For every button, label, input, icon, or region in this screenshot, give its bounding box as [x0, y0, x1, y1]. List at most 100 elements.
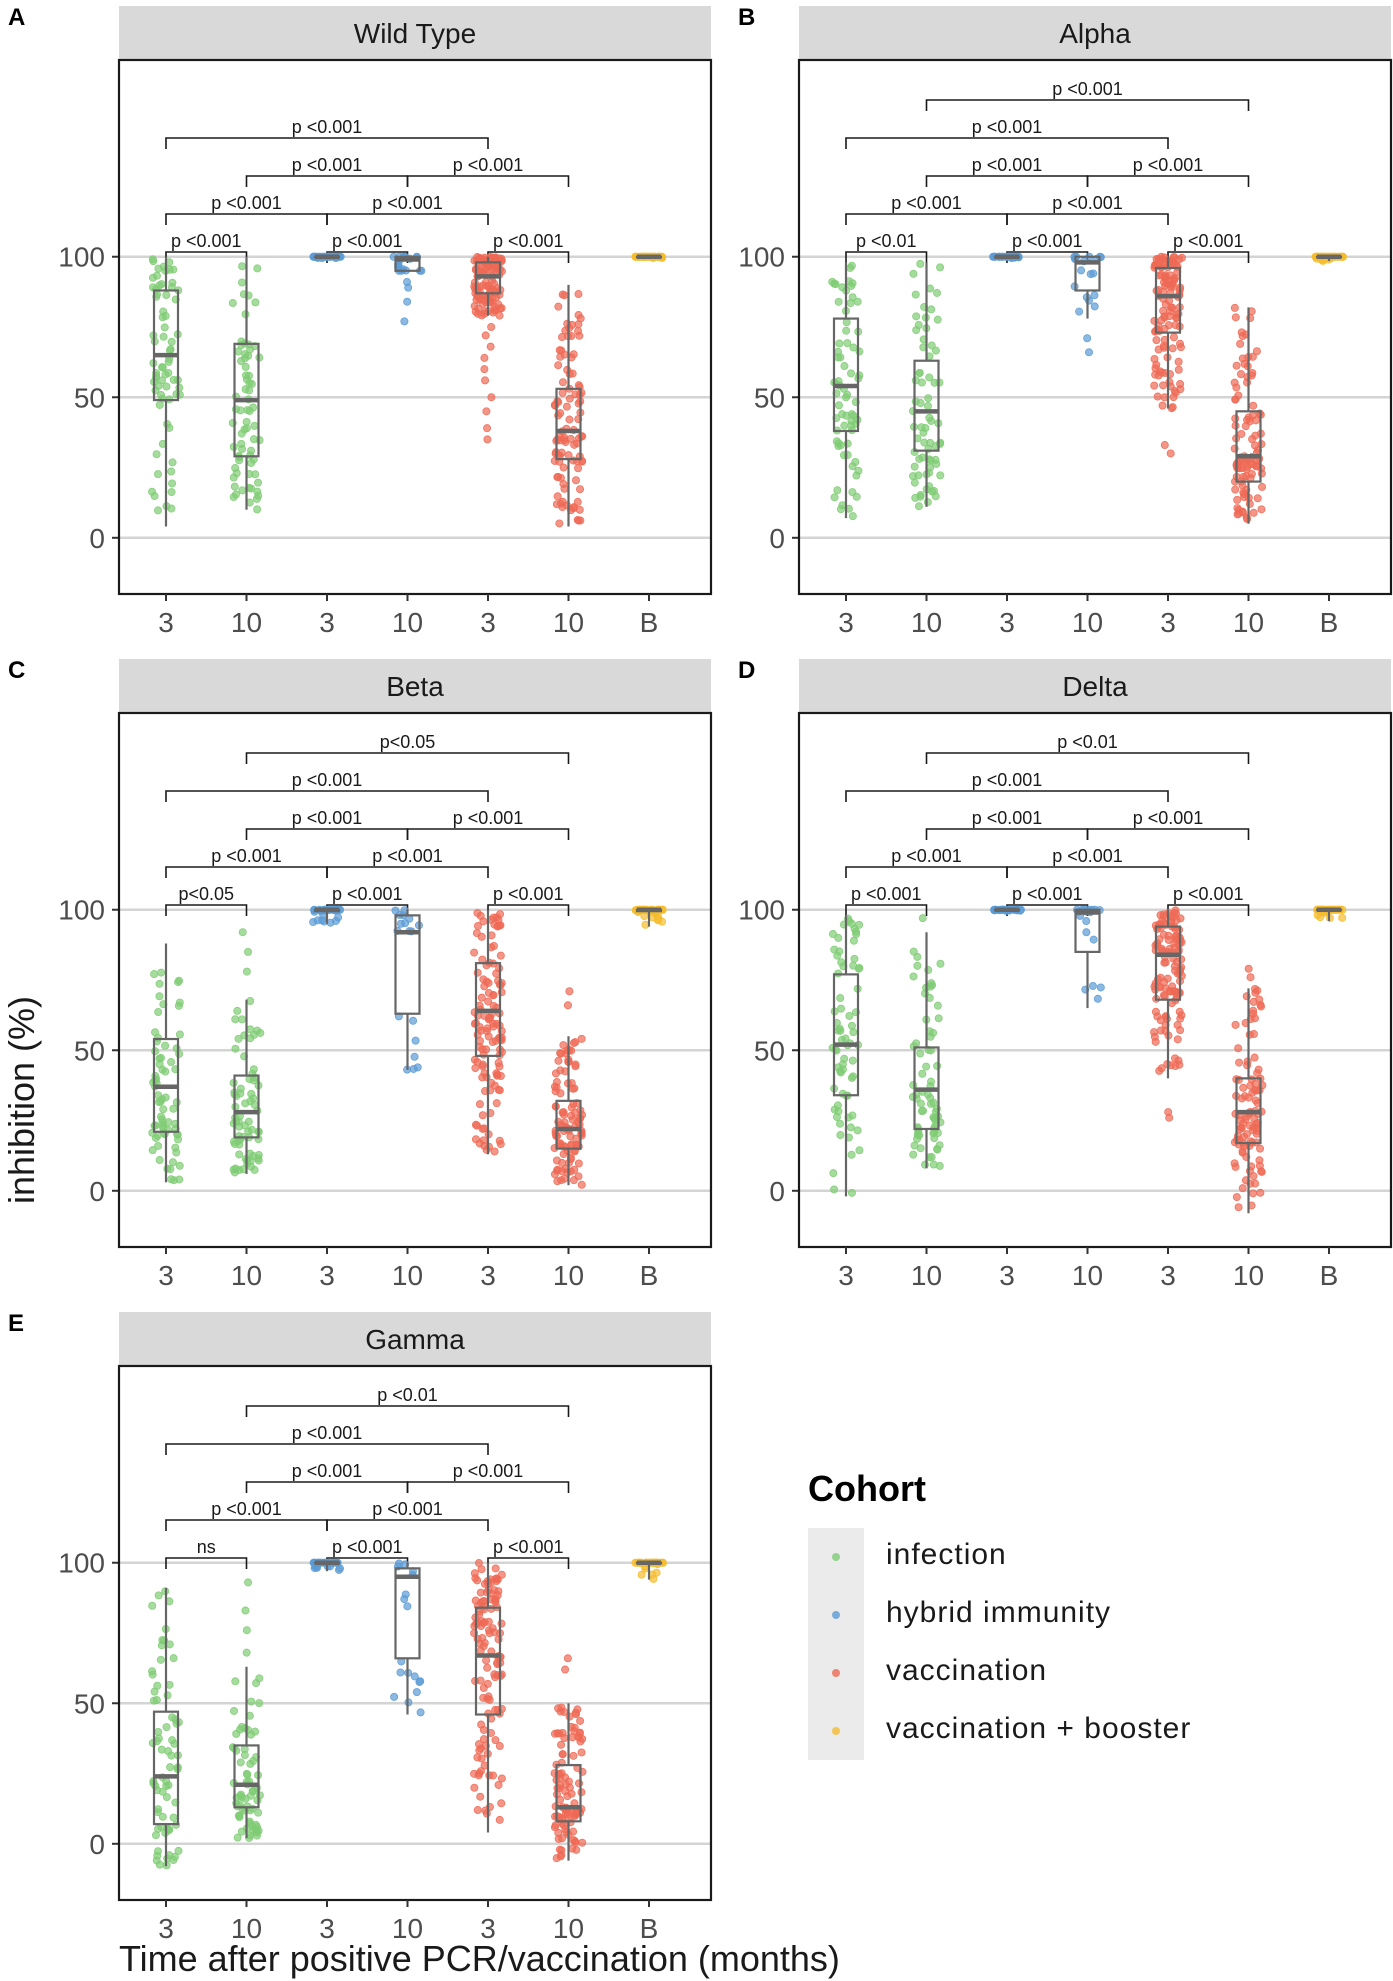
facet-title: Beta: [386, 671, 444, 702]
data-point: [1176, 1026, 1185, 1035]
significance-bracket: [165, 1443, 489, 1455]
data-point: [552, 1854, 561, 1863]
outlier-point: [1164, 1108, 1173, 1117]
data-point: [918, 1069, 927, 1078]
data-point: [551, 1069, 560, 1078]
data-point: [835, 947, 844, 956]
data-point: [154, 381, 163, 390]
y-tick-label: 0: [769, 1176, 785, 1207]
box-B: [635, 907, 663, 927]
data-point: [252, 494, 261, 503]
y-tick-label: 50: [74, 382, 105, 413]
box-3: [993, 254, 1021, 259]
data-point: [929, 1113, 938, 1122]
p-value-label: p <0.001: [292, 808, 363, 828]
data-point: [910, 462, 919, 471]
data-point: [918, 453, 927, 462]
p-value-label: p <0.001: [332, 884, 403, 904]
data-point: [236, 1084, 245, 1093]
outlier-point: [403, 278, 412, 287]
data-point: [495, 311, 504, 320]
legend-key: [808, 1586, 864, 1644]
data-point: [471, 1135, 480, 1144]
outlier-point: [1166, 449, 1175, 458]
box-3: [152, 1588, 180, 1867]
data-point: [912, 1039, 921, 1048]
data-point: [1164, 321, 1173, 330]
data-point: [1257, 1167, 1266, 1176]
chart-svg: C Beta 0 50 100 p<0.05 p <0.001 p <0.001 p <0.00…: [8, 657, 713, 1291]
data-point: [1249, 1009, 1258, 1018]
data-point: [853, 1126, 862, 1135]
data-point: [568, 1084, 577, 1093]
data-point: [492, 969, 501, 978]
data-point: [909, 269, 918, 278]
data-point: [175, 1030, 184, 1039]
significance-bracket: [925, 752, 1250, 764]
data-point: [927, 341, 936, 350]
outlier-point: [563, 1654, 572, 1663]
data-point: [237, 357, 246, 366]
data-point: [152, 450, 161, 459]
data-point: [557, 1740, 566, 1749]
x-tick-label: 3: [158, 1260, 174, 1291]
significance-bracket: [1086, 828, 1250, 840]
p-value-label: p <0.001: [493, 231, 564, 251]
outlier-point: [1244, 964, 1253, 973]
panel-border: [797, 58, 1393, 596]
data-point: [1152, 336, 1161, 345]
outlier-point: [563, 1001, 572, 1010]
data-point: [241, 1099, 250, 1108]
p-value-label: p <0.001: [372, 193, 443, 213]
data-point: [1157, 1064, 1166, 1073]
box-3: [474, 256, 502, 316]
significance-bracket: [925, 99, 1250, 111]
data-point: [1238, 1147, 1247, 1156]
data-point: [168, 479, 177, 488]
chart-svg: E Gamma 0 50 100 ns p <0.001 p <0.001 p <0.001 p …: [8, 1310, 713, 1944]
data-point: [167, 488, 176, 497]
data-point: [847, 1150, 856, 1159]
p-value-label: p <0.001: [332, 1537, 403, 1557]
significance-bracket: [245, 752, 570, 764]
data-point: [470, 1569, 479, 1578]
data-point: [559, 1108, 568, 1117]
data-point: [254, 1808, 263, 1817]
p-value-label: p <0.001: [891, 846, 962, 866]
data-point: [916, 1099, 925, 1108]
outlier-point: [565, 987, 574, 996]
data-point: [473, 908, 482, 917]
data-point: [564, 1777, 573, 1786]
data-point: [496, 1071, 505, 1080]
box-B: [1315, 907, 1343, 921]
p-value-label: p <0.001: [1012, 231, 1083, 251]
legend-dot-icon: [832, 1553, 840, 1561]
data-point: [154, 1727, 163, 1736]
data-point: [401, 919, 410, 928]
p-value-label: p <0.001: [493, 884, 564, 904]
p-value-label: p <0.01: [377, 1385, 438, 1405]
data-point: [233, 1833, 242, 1842]
facet-strip: [119, 659, 711, 713]
data-point: [155, 979, 164, 988]
data-point: [1176, 1014, 1185, 1023]
legend-key: [808, 1528, 864, 1586]
outlier-point: [1083, 334, 1092, 343]
data-point: [164, 1747, 173, 1756]
significance-bracket: [845, 137, 1169, 149]
data-point: [909, 972, 918, 981]
data-point: [473, 1058, 482, 1067]
data-point: [842, 318, 851, 327]
facet-strip: [119, 1312, 711, 1366]
data-point: [154, 1091, 163, 1100]
data-point: [497, 1799, 506, 1808]
outlier-point: [1160, 441, 1169, 450]
data-point: [1256, 1188, 1265, 1197]
box-3: [313, 254, 341, 259]
data-point: [415, 1677, 424, 1686]
data-point: [837, 1004, 846, 1013]
data-point: [231, 1677, 240, 1686]
data-point: [840, 1054, 849, 1063]
data-point: [909, 472, 918, 481]
data-point: [234, 1034, 243, 1043]
